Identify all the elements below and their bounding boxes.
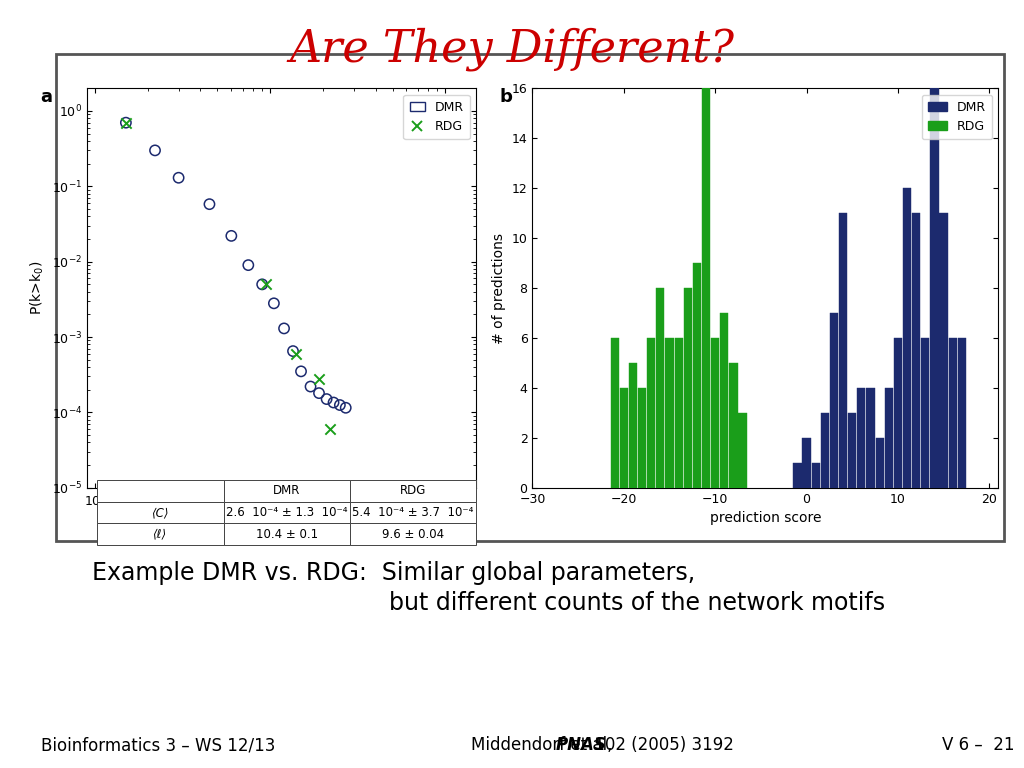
Text: Example DMR vs. RDG:  Similar global parameters,: Example DMR vs. RDG: Similar global para… (92, 561, 695, 584)
Bar (684, 288, 692, 488)
Point (302, 380, 318, 392)
X-axis label: prediction score: prediction score (710, 511, 821, 525)
Bar (666, 338, 674, 488)
Point (118, 117, 134, 129)
Text: PNAS: PNAS (556, 737, 607, 754)
Bar (857, 388, 865, 488)
Point (338, 402, 354, 414)
Point (118, 117, 134, 129)
Bar (939, 213, 947, 488)
Y-axis label: # of predictions: # of predictions (493, 233, 506, 343)
Bar (729, 363, 737, 488)
Text: V 6 –  21: V 6 – 21 (942, 737, 1015, 754)
Bar (794, 462, 802, 488)
Text: Middendorf et al,: Middendorf et al, (471, 737, 617, 754)
Bar (803, 438, 811, 488)
Bar (885, 388, 893, 488)
Bar (820, 413, 829, 488)
Bar (647, 338, 655, 488)
Bar (693, 263, 701, 488)
Bar (948, 338, 956, 488)
Bar (957, 338, 966, 488)
Bar (876, 438, 884, 488)
Bar (701, 88, 711, 488)
Point (311, 387, 328, 399)
Legend: DMR, RDG: DMR, RDG (922, 94, 992, 139)
Point (258, 278, 274, 290)
Point (318, 393, 335, 406)
Point (332, 523, 348, 535)
Bar (629, 363, 637, 488)
Point (285, 345, 301, 357)
Text: b: b (500, 88, 513, 106)
Point (265, 297, 282, 310)
Bar (839, 213, 847, 488)
Point (293, 366, 309, 378)
Bar (610, 338, 618, 488)
Bar (711, 338, 719, 488)
Bar (620, 388, 628, 488)
Bar (903, 188, 911, 488)
Bar (894, 338, 902, 488)
Bar (738, 413, 746, 488)
Point (170, 171, 186, 184)
Bar (638, 388, 646, 488)
Point (322, 423, 338, 435)
Bar (931, 88, 939, 488)
Bar (720, 313, 728, 488)
Y-axis label: P(k>k$_0$): P(k>k$_0$) (29, 261, 46, 315)
Bar (922, 338, 930, 488)
Point (240, 259, 256, 271)
Text: a: a (40, 88, 52, 106)
Point (326, 396, 342, 409)
Text: but different counts of the network motifs: but different counts of the network moti… (389, 591, 885, 615)
Point (254, 278, 270, 290)
Bar (848, 413, 856, 488)
X-axis label: k$_0$: k$_0$ (273, 515, 290, 532)
Legend: DMR, RDG: DMR, RDG (403, 94, 470, 139)
Point (146, 144, 163, 157)
Text: 102 (2005) 3192: 102 (2005) 3192 (589, 737, 733, 754)
Bar (912, 213, 921, 488)
Point (223, 230, 240, 242)
Bar (675, 338, 683, 488)
Point (311, 372, 328, 385)
Bar (812, 462, 820, 488)
Point (202, 198, 218, 210)
Point (332, 399, 348, 411)
Bar (829, 313, 838, 488)
Point (275, 323, 292, 335)
Text: Are They Different?: Are They Different? (290, 27, 734, 71)
Point (288, 348, 304, 360)
Bar (656, 288, 665, 488)
Text: Bioinformatics 3 – WS 12/13: Bioinformatics 3 – WS 12/13 (41, 737, 275, 754)
Bar (866, 388, 874, 488)
